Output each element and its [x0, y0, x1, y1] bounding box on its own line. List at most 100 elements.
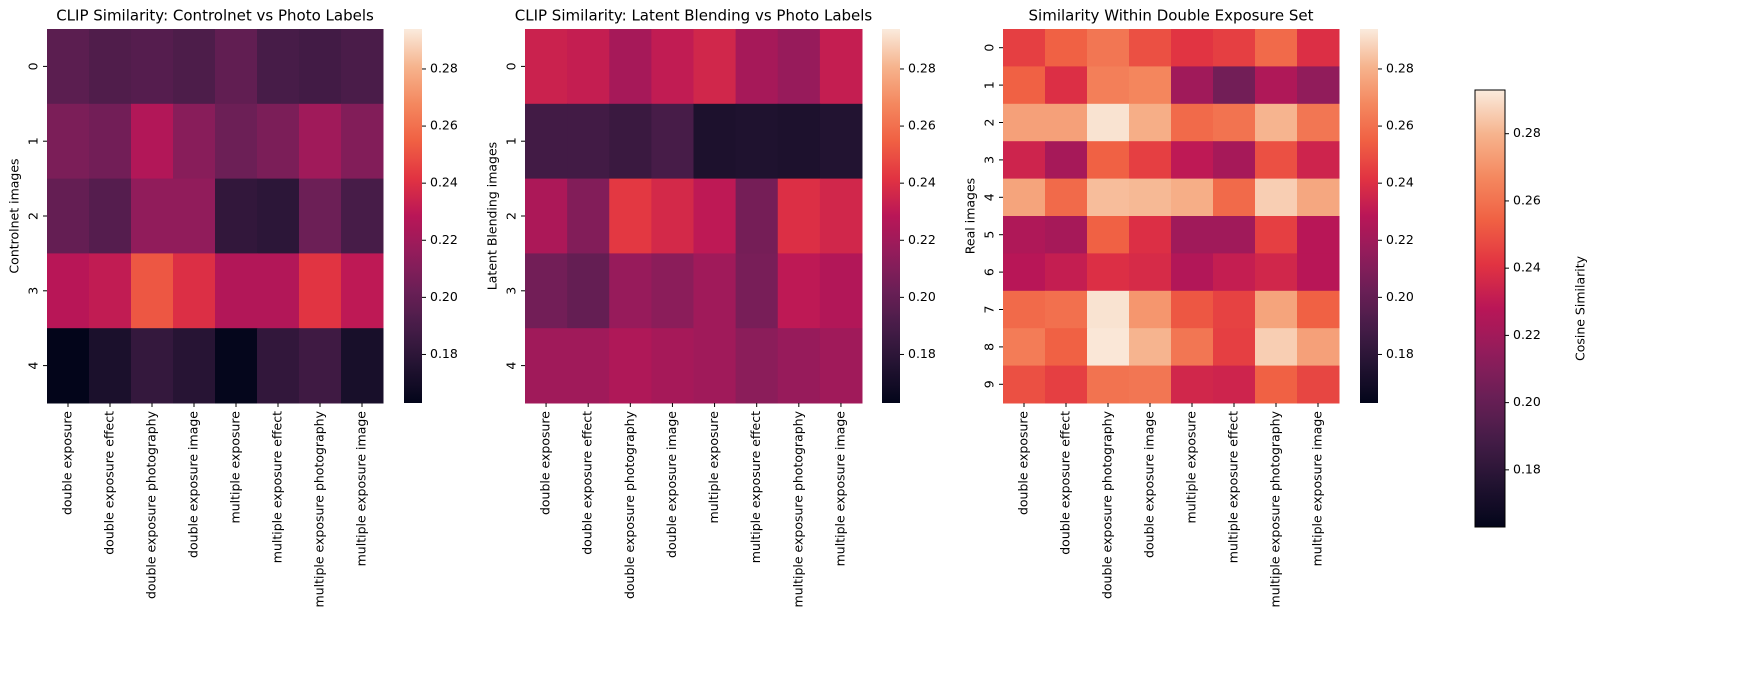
heatmap-cell	[1213, 253, 1256, 292]
heatmap-cell	[1129, 365, 1172, 404]
heatmap-cell	[1087, 103, 1130, 142]
heatmap-cell	[777, 253, 821, 329]
y-tick-label: 1	[26, 137, 41, 145]
heatmap-cell	[89, 328, 132, 404]
heatmap-cell	[1171, 216, 1214, 254]
heatmap-cell	[1297, 216, 1340, 254]
heatmap-cell	[1297, 253, 1340, 292]
heatmap-cell	[341, 178, 384, 254]
chart-title: CLIP Similarity: Latent Blending vs Phot…	[515, 7, 873, 25]
heatmap-cell	[651, 253, 694, 329]
colorbar	[1474, 89, 1506, 528]
heatmap-cell	[1171, 365, 1214, 404]
colorbar-tick-label: 0.26	[1386, 118, 1414, 133]
heatmap-cell	[609, 328, 652, 404]
heatmap-cell	[1255, 178, 1298, 217]
heatmap-cell	[1297, 66, 1340, 105]
heatmap-cell	[299, 253, 342, 329]
heatmap-cell	[1003, 29, 1046, 67]
x-tick-label: multiple exposure photography	[1268, 410, 1283, 607]
heatmap-cell	[1045, 66, 1088, 105]
colorbar-tick-label: 0.20	[908, 289, 936, 304]
heatmap-cell	[1045, 103, 1088, 142]
heatmap-cell	[47, 328, 90, 404]
heatmap-cell	[1297, 365, 1340, 404]
heatmap-cell	[215, 103, 258, 180]
heatmap-cell	[131, 103, 174, 180]
x-tick-label: double exposure effect	[102, 411, 117, 555]
heatmap-cell	[1255, 66, 1298, 105]
heatmap-cell	[89, 253, 132, 329]
x-tick-label: multiple exposure photography	[312, 410, 327, 607]
heatmap-cell	[1171, 29, 1214, 67]
heatmap-cell	[1045, 141, 1088, 180]
heatmap-cell	[131, 178, 174, 254]
heatmap-cell	[1087, 66, 1130, 105]
colorbar-tick-label: 0.26	[430, 118, 458, 133]
heatmap-cell	[567, 253, 610, 329]
heatmap-cell	[1213, 365, 1256, 404]
heatmap-cell	[1171, 290, 1214, 329]
heatmap-cell	[1297, 103, 1340, 142]
y-tick-label: 2	[26, 212, 41, 220]
heatmap-cell	[1129, 178, 1172, 217]
heatmap-cell	[1255, 365, 1298, 404]
heatmap-cell	[1255, 216, 1298, 254]
colorbar-tick-label: 0.28	[430, 60, 458, 75]
y-tick-label: 9	[982, 380, 997, 388]
heatmap-cell	[567, 178, 610, 254]
heatmap-cell	[1297, 141, 1340, 180]
heatmap-cell	[1171, 141, 1214, 180]
heatmap-cell	[257, 178, 300, 254]
colorbar-tick-label: 0.28	[1513, 125, 1541, 140]
x-tick-label: multiple exposure effect	[748, 411, 763, 563]
heatmap-cell	[1003, 216, 1046, 254]
heatmap-cell	[819, 178, 863, 254]
heatmap-cell	[215, 253, 258, 329]
heatmap-cell	[173, 29, 216, 105]
heatmap-cell	[651, 178, 694, 254]
heatmap-cell	[693, 328, 737, 404]
heatmap-cell	[609, 253, 652, 329]
heatmap-cell	[1213, 66, 1256, 105]
colorbar-tick-label: 0.24	[908, 175, 936, 190]
heatmap-cell	[1087, 216, 1130, 254]
colorbar	[404, 29, 422, 403]
colorbar-tick-label: 0.18	[1513, 461, 1541, 476]
heatmap-cell	[1297, 178, 1340, 217]
heatmap-cell	[1129, 328, 1172, 367]
x-tick-label: double exposure effect	[580, 411, 595, 555]
heatmap-cell	[89, 103, 132, 180]
colorbar-tick-label: 0.28	[908, 60, 936, 75]
y-axis-label: Controlnet images	[7, 158, 22, 273]
x-tick-label: multiple exposure	[706, 411, 721, 524]
heatmap-cell	[1213, 141, 1256, 180]
y-tick-label: 0	[982, 44, 997, 52]
x-tick-label: multiple exposure image	[1310, 411, 1325, 567]
colorbar-tick-label: 0.18	[1386, 346, 1414, 361]
heatmap-cell	[819, 328, 863, 404]
x-tick-label: multiple exposure	[228, 411, 243, 524]
heatmap-cell	[735, 253, 779, 329]
colorbar-tick-label: 0.22	[430, 232, 458, 247]
heatmap-cell	[47, 29, 90, 105]
heatmap-cell	[257, 253, 300, 329]
heatmap-cell	[777, 328, 821, 404]
heatmap-cell	[1087, 29, 1130, 67]
y-tick-label: 4	[26, 362, 41, 370]
heatmap-cell	[1045, 29, 1088, 67]
heatmap-cell	[1213, 103, 1256, 142]
x-tick-label: multiple exposure effect	[1226, 411, 1241, 563]
heatmap-cell	[1255, 328, 1298, 367]
heatmap-cell	[651, 29, 694, 105]
x-tick-label: multiple exposure effect	[270, 411, 285, 563]
x-tick-label: double exposure photography	[144, 410, 159, 599]
x-tick-label: double exposure	[1016, 411, 1031, 515]
y-tick-label: 4	[504, 362, 519, 370]
heatmap-cell	[299, 103, 342, 180]
x-tick-label: multiple exposure photography	[790, 410, 805, 607]
heatmap-cell	[1087, 328, 1130, 367]
heatmap-cell	[341, 29, 384, 105]
heatmap-cell	[819, 253, 863, 329]
y-tick-label: 1	[504, 137, 519, 145]
